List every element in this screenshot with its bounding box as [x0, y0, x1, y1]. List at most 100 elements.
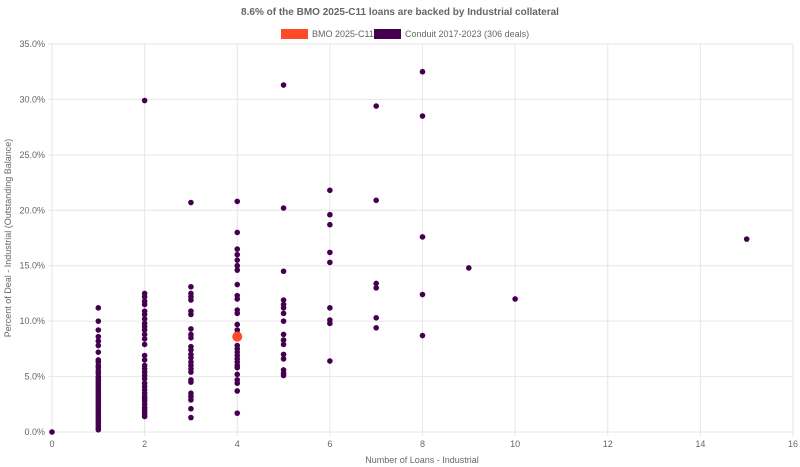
conduit-point	[188, 397, 194, 403]
conduit-point	[419, 234, 426, 240]
x-axis-label: Number of Loans - Industrial	[365, 455, 479, 465]
conduit-point	[234, 388, 241, 394]
x-tick-label: 6	[327, 439, 332, 449]
conduit-point	[141, 352, 148, 359]
conduit-point	[141, 311, 148, 318]
y-tick-label: 0.0%	[24, 427, 45, 437]
conduit-point	[141, 357, 148, 363]
conduit-point	[188, 414, 194, 421]
conduit-point	[373, 324, 379, 331]
conduit-point	[234, 251, 241, 258]
conduit-point	[373, 280, 379, 287]
conduit-point	[280, 82, 287, 88]
conduit-point	[512, 296, 518, 302]
conduit-point	[234, 371, 241, 378]
conduit-point	[95, 349, 102, 355]
conduit-point	[95, 426, 102, 433]
y-axis-label: Percent of Deal - Industrial (Outstandin…	[3, 139, 13, 338]
legend: BMO 2025-C11 Conduit 2017-2023 (306 deal…	[281, 29, 529, 39]
conduit-point	[280, 205, 287, 211]
conduit-point	[141, 341, 148, 348]
conduit-point	[141, 301, 148, 308]
conduit-point	[373, 197, 379, 204]
conduit-point	[234, 198, 241, 205]
conduit-point	[280, 297, 287, 303]
conduit-point	[95, 333, 102, 340]
conduit-point	[234, 281, 241, 288]
conduit-point	[49, 429, 55, 435]
conduit-point	[188, 354, 194, 361]
conduit-point	[234, 257, 241, 263]
y-axis-ticks: 0.0% 5.0% 10.0% 15.0% 20.0% 25.0% 30.0% 35.0%	[19, 39, 45, 437]
chart-title: 8.6% of the BMO 2025-C11 loans are backe…	[241, 7, 559, 18]
conduit-point	[327, 249, 333, 256]
y-tick-label: 30.0%	[19, 94, 45, 104]
conduit-point	[95, 338, 102, 344]
x-tick-label: 16	[788, 439, 798, 449]
conduit-point	[188, 405, 194, 412]
conduit-point	[280, 341, 287, 348]
legend-label-conduit: Conduit 2017-2023 (306 deals)	[405, 29, 529, 39]
bmo-point	[232, 331, 243, 342]
conduit-point	[141, 97, 148, 104]
conduit-point	[743, 236, 750, 242]
conduit-point	[373, 103, 379, 109]
x-tick-label: 14	[695, 439, 705, 449]
y-tick-label: 20.0%	[19, 205, 45, 215]
conduit-point	[234, 380, 241, 387]
conduit-point	[280, 351, 287, 358]
conduit-point	[327, 358, 333, 364]
conduit-point	[234, 410, 241, 416]
conduit-point	[188, 283, 194, 290]
x-tick-label: 2	[142, 439, 147, 449]
conduit-point	[419, 332, 426, 339]
conduit-point	[280, 337, 287, 343]
y-tick-label: 35.0%	[19, 39, 45, 49]
conduit-point	[419, 68, 426, 75]
conduit-point	[188, 347, 194, 353]
conduit-point	[419, 291, 426, 298]
conduit-point	[95, 305, 102, 311]
x-tick-label: 8	[420, 439, 425, 449]
conduit-point	[234, 321, 241, 328]
conduit-point	[234, 246, 241, 252]
x-axis-ticks: 0 2 4 6 8 10 12 14 16	[49, 439, 798, 449]
conduit-point	[141, 316, 148, 322]
conduit-point	[234, 262, 241, 269]
x-tick-label: 10	[510, 439, 520, 449]
conduit-point	[188, 311, 194, 318]
conduit-point	[141, 375, 148, 382]
x-tick-label: 12	[603, 439, 613, 449]
conduit-point	[327, 187, 333, 194]
y-tick-label: 10.0%	[19, 316, 45, 326]
conduit-point	[188, 199, 194, 206]
conduit-point	[234, 310, 241, 317]
conduit-point	[280, 305, 287, 311]
conduit-point	[234, 296, 241, 302]
conduit-point	[95, 327, 102, 333]
conduit-point	[280, 310, 287, 317]
conduit-point	[141, 293, 148, 300]
conduit-point	[280, 331, 287, 338]
conduit-point	[466, 265, 472, 271]
y-tick-label: 15.0%	[19, 261, 45, 271]
conduit-point	[188, 297, 194, 303]
conduit-point	[327, 320, 333, 327]
conduit-point	[373, 285, 379, 291]
legend-swatch-conduit	[374, 29, 401, 39]
conduit-point	[280, 268, 287, 275]
conduit-point	[141, 327, 148, 333]
legend-item-conduit[interactable]: Conduit 2017-2023 (306 deals)	[374, 29, 529, 39]
conduit-point	[327, 305, 333, 311]
conduit-point	[373, 315, 379, 321]
conduit-point	[327, 259, 333, 266]
conduit-point	[141, 331, 148, 338]
y-tick-label: 5.0%	[24, 372, 45, 382]
legend-item-bmo[interactable]: BMO 2025-C11	[281, 29, 374, 39]
conduit-point	[188, 379, 194, 385]
conduit-point	[280, 318, 287, 324]
conduit-point	[280, 372, 287, 379]
conduit-point	[327, 221, 333, 228]
conduit-point	[141, 336, 148, 342]
